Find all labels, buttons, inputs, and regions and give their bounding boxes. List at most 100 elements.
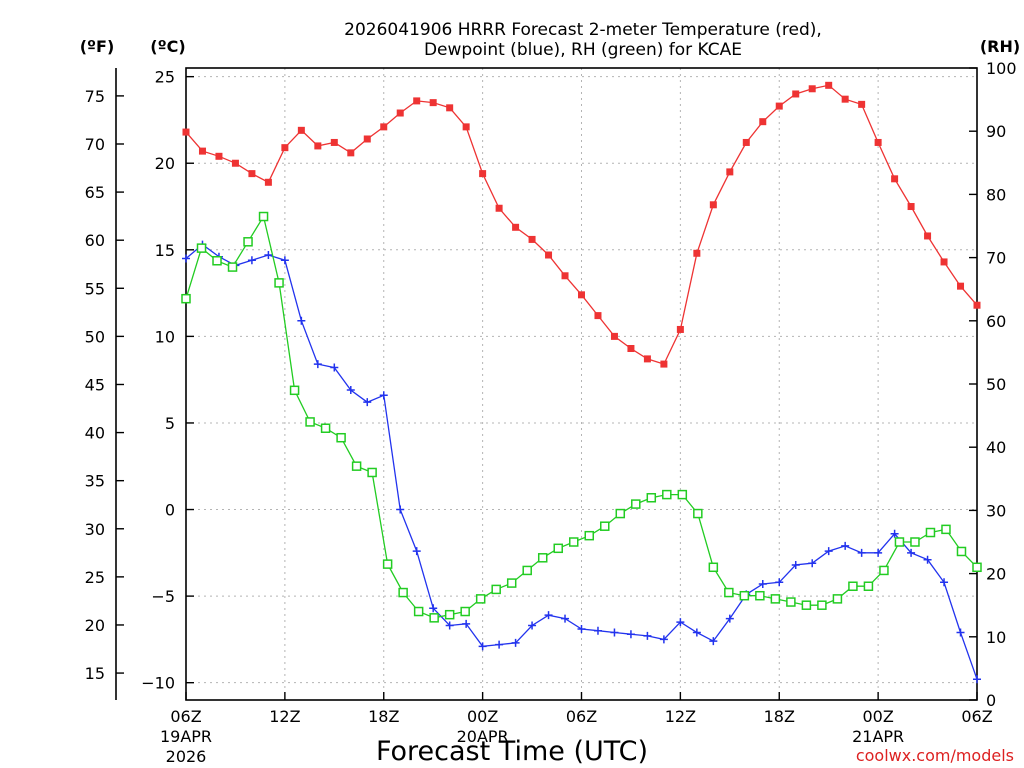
data-point <box>848 581 858 591</box>
data-point <box>792 90 800 98</box>
data-point <box>759 118 767 126</box>
data-point <box>940 578 949 587</box>
data-point <box>413 97 421 105</box>
data-point <box>577 625 586 634</box>
data-point <box>313 360 322 369</box>
data-point <box>758 579 767 588</box>
rh-tick-label: 70 <box>986 249 1006 268</box>
data-point <box>243 237 253 247</box>
credit-text: coolwx.com/models <box>856 746 1014 765</box>
fahrenheit-tick-label: 75 <box>85 87 105 106</box>
celsius-tick-label: 15 <box>155 241 175 260</box>
chart-title-line2: Dewpoint (blue), RH (green) for KCAE <box>424 40 742 60</box>
data-point <box>305 417 315 427</box>
data-point <box>709 201 717 209</box>
rh-tick-label: 100 <box>986 59 1017 78</box>
data-point <box>770 594 781 604</box>
data-point <box>858 100 866 108</box>
data-point <box>708 562 719 573</box>
data-point <box>890 529 899 538</box>
data-point <box>215 152 223 160</box>
series-line <box>185 214 978 619</box>
data-point <box>545 251 553 259</box>
data-point <box>956 628 965 637</box>
data-point <box>677 489 688 500</box>
data-point <box>330 363 339 372</box>
time-tick-label: 12Z <box>269 707 300 726</box>
data-point <box>791 560 800 569</box>
fahrenheit-tick-label: 65 <box>85 183 105 202</box>
time-tick-label: 12Z <box>665 707 696 726</box>
fahrenheit-tick-label: 20 <box>85 616 105 635</box>
data-point <box>297 316 306 325</box>
data-point <box>801 600 812 610</box>
data-point <box>506 578 517 588</box>
unit-label-celsius: (ºC) <box>150 37 185 56</box>
data-point <box>281 144 289 152</box>
time-tick-label: 00Z <box>862 707 893 726</box>
data-point <box>413 606 424 617</box>
rh-axis: 0 10 20 30 40 50 60 70 80 90 100 <box>969 59 1017 710</box>
data-point <box>320 423 331 433</box>
data-point <box>676 618 685 627</box>
data-point <box>429 604 438 613</box>
data-point <box>646 493 657 503</box>
data-point <box>593 626 602 635</box>
data-point <box>584 530 595 541</box>
data-point <box>522 565 532 576</box>
rh-tick-label: 90 <box>986 122 1006 141</box>
data-point <box>742 138 750 146</box>
time-tick-date: 21APR <box>852 727 904 746</box>
data-point <box>973 675 981 684</box>
data-point <box>924 232 932 240</box>
data-point <box>363 135 371 143</box>
data-point <box>725 614 734 623</box>
data-point <box>528 235 536 243</box>
data-point <box>925 527 936 538</box>
data-point <box>462 123 470 131</box>
data-point <box>181 293 191 304</box>
celsius-tick-label: 25 <box>155 68 175 87</box>
rh-tick-label: 10 <box>986 628 1006 647</box>
data-point <box>412 547 421 556</box>
celsius-tick-label: 10 <box>155 327 175 346</box>
fahrenheit-tick-label: 40 <box>85 424 105 443</box>
time-tick-date: 20APR <box>457 727 509 746</box>
data-point <box>610 628 619 637</box>
data-point <box>957 282 965 290</box>
series-dewpoint <box>182 240 981 684</box>
rh-tick-label: 50 <box>986 375 1006 394</box>
data-point <box>363 398 372 407</box>
data-point <box>227 262 238 272</box>
data-point <box>475 594 486 604</box>
data-point <box>874 548 883 557</box>
data-point <box>910 537 920 547</box>
data-point <box>396 109 404 117</box>
data-point <box>726 168 734 176</box>
unit-label-rh: (RH) <box>980 37 1020 56</box>
data-point <box>258 211 269 222</box>
celsius-tick-label: −10 <box>141 674 175 693</box>
time-tick-label: 06Z <box>961 707 992 726</box>
data-point <box>824 547 833 556</box>
data-point <box>182 254 190 263</box>
data-point <box>398 587 408 598</box>
time-tick-label: 18Z <box>368 707 399 726</box>
data-point <box>659 635 668 644</box>
data-point <box>825 81 833 89</box>
time-tick-label: 06Z <box>566 707 597 726</box>
data-point <box>973 301 981 309</box>
data-point <box>336 432 346 443</box>
data-point <box>544 611 553 620</box>
fahrenheit-tick-label: 60 <box>85 231 105 250</box>
unit-label-fahrenheit: (ºF) <box>80 37 115 56</box>
data-point <box>264 251 273 260</box>
data-point <box>610 332 618 340</box>
time-tick-label: 18Z <box>764 707 795 726</box>
data-point <box>626 630 635 639</box>
data-point <box>832 594 843 604</box>
series-2-meter-temperature <box>182 81 981 368</box>
data-point <box>247 256 256 265</box>
